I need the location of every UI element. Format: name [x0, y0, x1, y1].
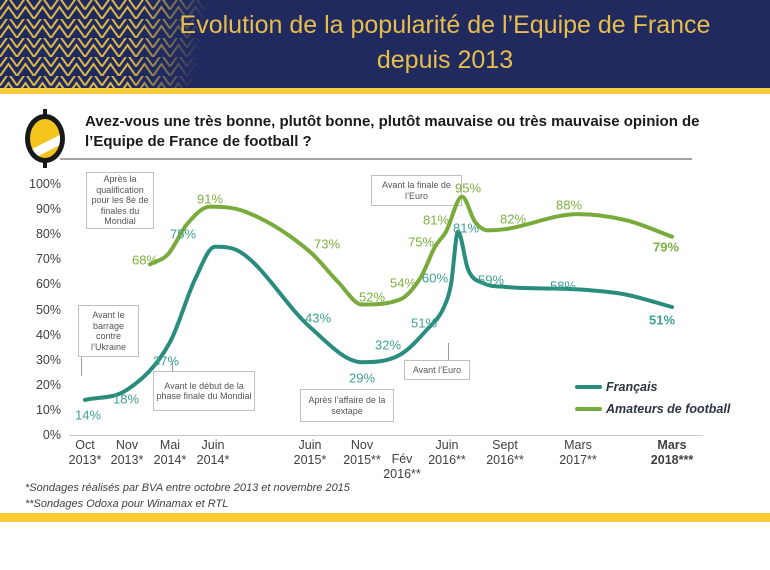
x-axis-tick: Juin 2014*	[196, 438, 230, 467]
data-label-amateurs: 88%	[555, 197, 583, 213]
data-label-francais: 51%	[410, 315, 438, 331]
x-axis-line	[69, 435, 703, 436]
plot-area	[83, 194, 674, 402]
y-axis-tick: 30%	[35, 352, 61, 367]
page-title-line2: depuis 2013	[376, 46, 514, 74]
data-label-francais: 32%	[374, 337, 402, 353]
data-label-francais: 18%	[112, 391, 140, 407]
header: Evolution de la popularité de l’Equipe d…	[0, 0, 770, 88]
data-label-amateurs: 73%	[313, 236, 341, 252]
series-line-francais	[83, 229, 674, 402]
annotation-connector	[172, 361, 173, 371]
x-axis-tick: Nov 2015**	[343, 438, 381, 467]
data-label-amateurs: 52%	[358, 289, 386, 305]
x-axis-tick: Mai 2014*	[153, 438, 187, 467]
odoxa-o-icon	[23, 109, 67, 168]
annotation-connector	[81, 357, 82, 376]
data-label-francais: 59%	[477, 272, 505, 288]
y-axis-tick: 40%	[35, 327, 61, 342]
data-label-amateurs: 79%	[652, 239, 680, 255]
y-axis-tick: 70%	[35, 252, 61, 267]
annotation-box: Après l’affaire de la sextape	[300, 389, 394, 422]
footnote-1: *Sondages réalisés par BVA entre octobre…	[25, 482, 350, 494]
data-label-amateurs: 95%	[454, 180, 482, 196]
data-label-amateurs: 91%	[196, 191, 224, 207]
annotation-box: Avant le barrage contre l’Ukraine	[78, 305, 139, 357]
data-label-amateurs: 75%	[407, 234, 435, 250]
annotation-connector	[448, 343, 449, 360]
y-axis-tick: 90%	[35, 202, 61, 217]
annotation-box: Avant le début de la phase finale du Mon…	[153, 371, 255, 411]
data-label-francais: 81%	[452, 220, 480, 236]
legend-item: Français	[575, 380, 657, 394]
page-title-line1: Evolution de la popularité de l’Equipe d…	[179, 11, 711, 39]
x-axis-tick: Juin 2016**	[428, 438, 466, 467]
data-label-francais: 37%	[152, 353, 180, 369]
y-axis-tick: 10%	[35, 402, 61, 417]
x-axis-tick: Mars 2018***	[650, 438, 694, 467]
x-axis-tick: Nov 2013*	[110, 438, 144, 467]
odoxa-o-ring	[25, 114, 65, 163]
question-text: Avez-vous une très bonne, plutôt bonne, …	[85, 113, 700, 150]
data-label-francais: 75%	[169, 226, 197, 242]
data-label-amateurs: 54%	[389, 275, 417, 291]
odoxa-o-slash	[30, 123, 60, 158]
page-title: Evolution de la popularité de l’Equipe d…	[130, 8, 760, 78]
question-divider	[60, 158, 692, 160]
data-label-francais: 14%	[74, 407, 102, 423]
legend-item: Amateurs de football	[575, 402, 730, 416]
data-label-francais: 58%	[549, 278, 577, 294]
legend-label: Français	[606, 380, 658, 394]
data-label-amateurs: 81%	[422, 212, 450, 228]
footnote-2: **Sondages Odoxa pour Winamax et RTL	[25, 498, 229, 510]
legend-label: Amateurs de football	[606, 402, 731, 416]
annotation-box: Avant la finale de l’Euro	[371, 175, 462, 206]
data-label-francais: 51%	[648, 312, 676, 328]
x-axis-tick: Oct 2013*	[68, 438, 102, 467]
data-label-francais: 29%	[348, 370, 376, 386]
y-axis-tick: 50%	[35, 302, 61, 317]
series-line-amateurs	[148, 194, 674, 307]
data-label-francais: 43%	[304, 310, 332, 326]
data-label-amateurs: 82%	[499, 211, 527, 227]
annotation-box: Avant l’Euro	[404, 360, 470, 380]
x-axis-tick: Sept 2016**	[486, 438, 524, 467]
x-axis-tick: Fév 2016**	[383, 452, 421, 481]
legend-swatch-icon	[575, 385, 602, 389]
bottom-gold-bar	[0, 513, 770, 522]
footer: ODXA L'Opinion tranchée RTL Groupama	[0, 522, 770, 570]
x-axis-tick: Mars 2017**	[559, 438, 597, 467]
chevron-fade	[0, 0, 240, 88]
legend-swatch-icon	[575, 407, 602, 411]
x-axis-tick: Juin 2015*	[293, 438, 327, 467]
annotation-box: Après la qualification pour les 8è de fi…	[86, 172, 154, 229]
chart: Après la qualification pour les 8è de fi…	[29, 168, 760, 484]
data-label-amateurs: 68%	[131, 252, 159, 268]
data-label-francais: 60%	[421, 270, 449, 286]
y-axis-tick: 80%	[35, 227, 61, 242]
y-axis-tick: 20%	[35, 377, 61, 392]
y-axis-tick: 60%	[35, 277, 61, 292]
header-gold-bar	[0, 88, 770, 94]
y-axis-tick: 0%	[42, 428, 61, 442]
y-axis-tick: 100%	[29, 177, 61, 191]
